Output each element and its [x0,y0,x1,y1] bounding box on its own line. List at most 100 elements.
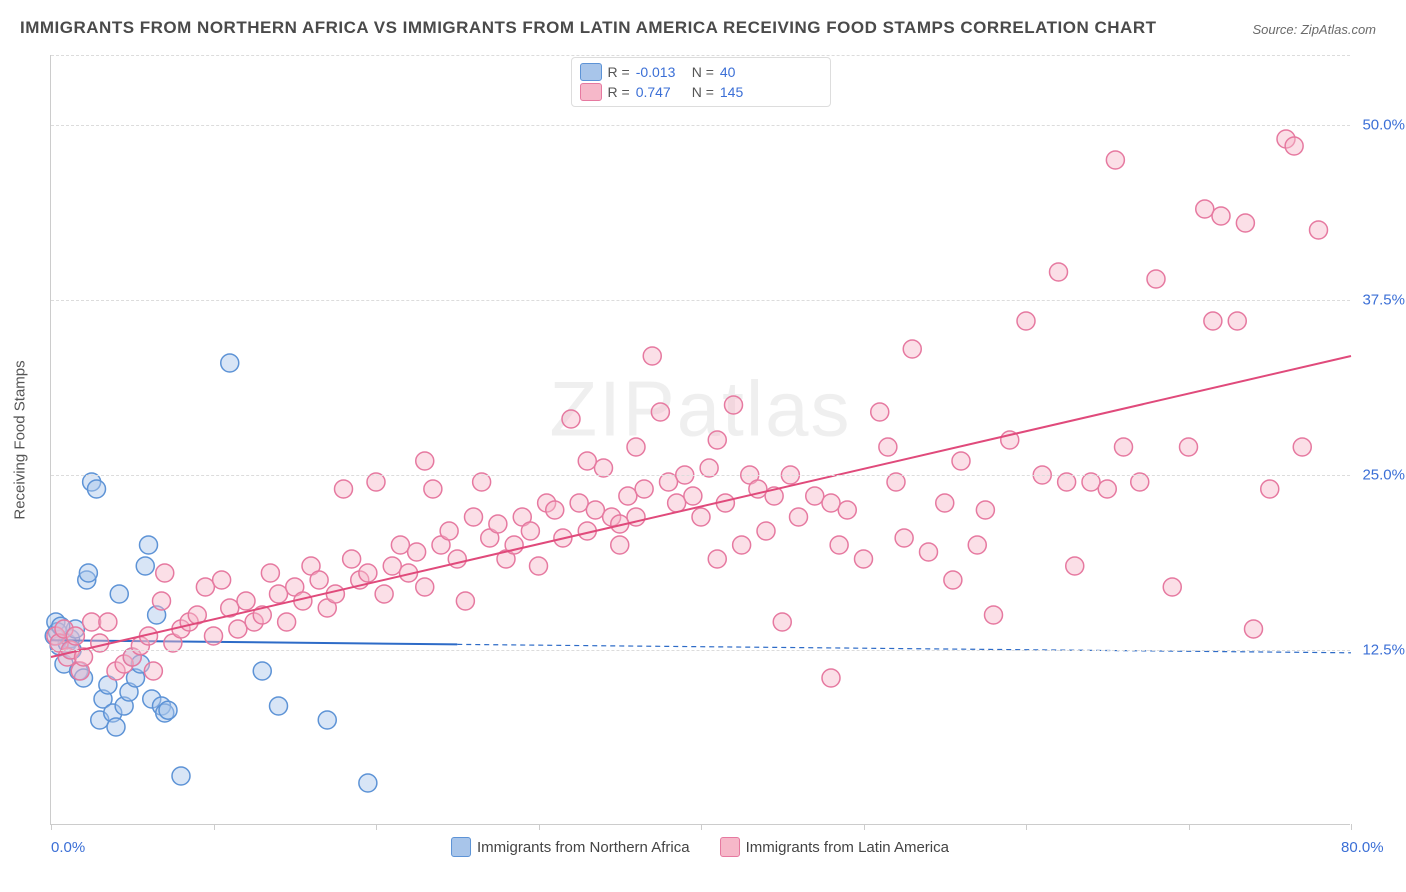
northern-africa-point [79,564,97,582]
latin-america-point [1228,312,1246,330]
latin-america-point [1180,438,1198,456]
legend-n-label: N = [692,84,714,100]
latin-america-point [838,501,856,519]
chart-title: IMMIGRANTS FROM NORTHERN AFRICA VS IMMIG… [20,18,1157,38]
northern-africa-point [110,585,128,603]
x-tick [1026,824,1027,830]
latin-america-point [270,585,288,603]
latin-america-point [383,557,401,575]
latin-america-point [822,669,840,687]
plot-area: ZIPatlas R =-0.013N =40R =0.747N =145 12… [50,55,1350,825]
grid-line [51,475,1350,476]
legend-r-label: R = [608,84,630,100]
latin-america-trend-line [51,356,1351,657]
latin-america-point [99,613,117,631]
latin-america-point [1017,312,1035,330]
y-tick-label: 25.0% [1362,467,1405,484]
legend-stats: R =-0.013N =40R =0.747N =145 [571,57,831,107]
x-tick-label: 0.0% [51,839,85,856]
latin-america-point [326,585,344,603]
latin-america-point [936,494,954,512]
latin-america-point [562,410,580,428]
latin-america-point [692,508,710,526]
latin-america-point [237,592,255,610]
latin-america-point [1163,578,1181,596]
latin-america-point [668,494,686,512]
x-tick-label: 80.0% [1341,839,1384,856]
grid-line [51,650,1350,651]
latin-america-point [156,564,174,582]
x-tick [1189,824,1190,830]
y-tick-label: 50.0% [1362,117,1405,134]
legend-swatch [580,63,602,81]
legend-r-value: -0.013 [636,64,686,80]
latin-america-point [83,613,101,631]
latin-america-point [627,438,645,456]
latin-america-point [806,487,824,505]
latin-america-point [1196,200,1214,218]
latin-america-point [1106,151,1124,169]
legend-series-label: Immigrants from Northern Africa [477,839,690,856]
northern-africa-point [253,662,271,680]
latin-america-point [261,564,279,582]
latin-america-point [944,571,962,589]
grid-line [51,55,1350,56]
legend-n-value: 145 [720,84,770,100]
latin-america-point [375,585,393,603]
northern-africa-point [270,697,288,715]
latin-america-point [684,487,702,505]
latin-america-point [855,550,873,568]
latin-america-point [530,557,548,575]
latin-america-point [310,571,328,589]
latin-america-point [521,522,539,540]
latin-america-point [1261,480,1279,498]
latin-america-point [651,403,669,421]
latin-america-point [229,620,247,638]
latin-america-point [757,522,775,540]
latin-america-point [635,480,653,498]
latin-america-point [1204,312,1222,330]
latin-america-point [440,522,458,540]
latin-america-point [1236,214,1254,232]
latin-america-point [952,452,970,470]
latin-america-point [725,396,743,414]
latin-america-point [1050,263,1068,281]
latin-america-point [578,452,596,470]
latin-america-point [1066,557,1084,575]
latin-america-point [456,592,474,610]
northern-africa-point [318,711,336,729]
latin-america-point [213,571,231,589]
northern-africa-point [221,354,239,372]
latin-america-point [546,501,564,519]
latin-america-point [586,501,604,519]
legend-n-value: 40 [720,64,770,80]
latin-america-point [144,662,162,680]
latin-america-point [968,536,986,554]
northern-africa-point [107,718,125,736]
latin-america-point [985,606,1003,624]
latin-america-point [424,480,442,498]
legend-n-label: N = [692,64,714,80]
latin-america-point [1245,620,1263,638]
latin-america-point [391,536,409,554]
latin-america-point [335,480,353,498]
legend-stats-row: R =-0.013N =40 [580,62,822,82]
latin-america-point [733,536,751,554]
grid-line [51,300,1350,301]
latin-america-point [1147,270,1165,288]
y-tick-label: 37.5% [1362,292,1405,309]
latin-america-point [278,613,296,631]
x-tick [701,824,702,830]
latin-america-point [976,501,994,519]
latin-america-point [773,613,791,631]
latin-america-point [895,529,913,547]
latin-america-point [643,347,661,365]
legend-series-label: Immigrants from Latin America [746,839,949,856]
northern-africa-point [159,701,177,719]
legend-r-value: 0.747 [636,84,686,100]
latin-america-point [708,550,726,568]
latin-america-point [1285,137,1303,155]
legend-series-item: Immigrants from Latin America [720,837,949,857]
legend-series-item: Immigrants from Northern Africa [451,837,690,857]
northern-africa-point [359,774,377,792]
